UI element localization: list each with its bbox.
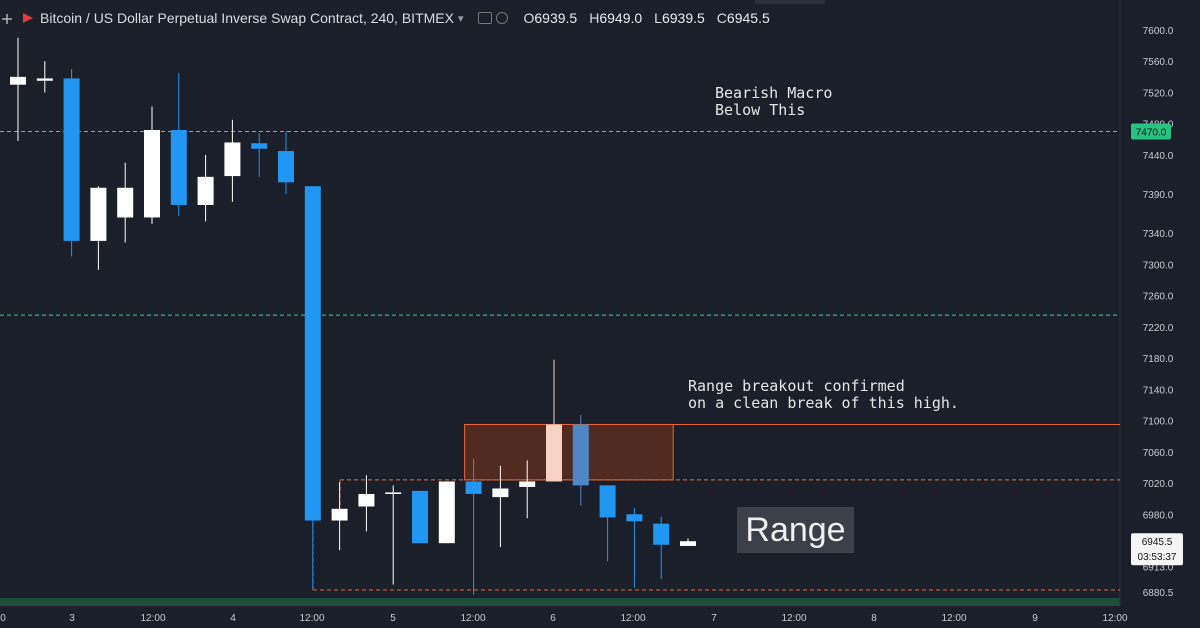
candle-body xyxy=(304,186,321,521)
level-7470-label: 7470.0 xyxy=(1136,128,1167,139)
bitmex-logo-icon xyxy=(23,13,33,23)
low-label: L xyxy=(654,10,662,26)
last-price-label-bg xyxy=(1131,533,1183,566)
candle-body xyxy=(465,481,482,494)
x-tick-label: 7 xyxy=(711,613,717,624)
y-tick-label: 7390.0 xyxy=(1143,190,1174,201)
candle-body xyxy=(278,151,294,183)
y-tick-label: 7220.0 xyxy=(1143,323,1174,334)
candle-body xyxy=(358,493,375,507)
candle-body xyxy=(385,492,402,494)
candle-body xyxy=(144,129,160,218)
y-tick-label: 6913.0 xyxy=(1143,563,1174,574)
candle-body xyxy=(224,142,241,177)
symbol-title[interactable]: Bitcoin / US Dollar Perpetual Inverse Sw… xyxy=(40,10,454,26)
x-tick-label: 12:00 xyxy=(941,613,966,624)
close-icon[interactable] xyxy=(755,0,825,4)
settings-icon[interactable] xyxy=(495,12,508,24)
x-tick-label: 12:00 xyxy=(460,613,485,624)
bearish-macro-note[interactable]: Bearish Macro Below This xyxy=(715,84,833,119)
candle-body xyxy=(438,481,455,544)
candle-body xyxy=(626,514,643,522)
y-tick-label: 6980.0 xyxy=(1143,510,1174,521)
candle-body xyxy=(170,129,187,205)
candle-body xyxy=(251,143,268,149)
countdown-label: 03:53:37 xyxy=(1138,552,1177,563)
y-tick-label: 6880.5 xyxy=(1143,588,1174,599)
x-tick-label: 5 xyxy=(390,613,396,624)
candle-body xyxy=(117,187,134,218)
close-label: C xyxy=(716,10,727,26)
x-tick-label: 12:00 xyxy=(781,613,806,624)
candle-body xyxy=(36,78,53,81)
low-value: 6939.5 xyxy=(661,10,705,26)
candle-body xyxy=(572,424,589,486)
x-tick-label: 12:00 xyxy=(140,613,165,624)
y-tick-label: 7020.0 xyxy=(1143,479,1174,490)
y-tick-label: 7260.0 xyxy=(1143,292,1174,303)
range-breakout-note[interactable]: Range breakout confirmed on a clean brea… xyxy=(688,377,959,412)
candle-body xyxy=(412,490,428,544)
y-tick-label: 7140.0 xyxy=(1143,385,1174,396)
last-price-label: 6945.5 xyxy=(1142,537,1173,548)
candle-body xyxy=(680,541,696,546)
x-tick-label: 3 xyxy=(69,613,75,624)
y-tick-label: 7060.0 xyxy=(1143,448,1174,459)
range-high-zone xyxy=(464,423,674,481)
x-tick-label: 8 xyxy=(871,613,877,624)
high-value: 6949.0 xyxy=(599,10,643,26)
x-tick-label: 6 xyxy=(550,613,556,624)
candle-body xyxy=(197,176,214,205)
y-tick-label: 7340.0 xyxy=(1143,229,1174,240)
y-tick-label: 7100.0 xyxy=(1143,417,1174,428)
chart-header: Bitcoin / US Dollar Perpetual Inverse Sw… xyxy=(22,0,1142,36)
eye-icon[interactable] xyxy=(477,12,492,24)
open-label: O xyxy=(523,10,535,26)
candle-body xyxy=(90,187,107,241)
candle-body xyxy=(492,488,509,498)
x-tick-label: 12:00 xyxy=(299,613,324,624)
candle-body xyxy=(519,481,536,487)
candle-body xyxy=(653,523,670,545)
y-tick-label: 7600.0 xyxy=(1143,26,1174,37)
y-tick-label: 7520.0 xyxy=(1143,88,1174,99)
candle-body xyxy=(10,76,26,85)
x-tick-label: 12:00 xyxy=(1102,613,1127,624)
bottom-band xyxy=(0,598,1120,606)
candle-body xyxy=(331,508,348,521)
y-tick-label: 7560.0 xyxy=(1143,57,1174,68)
y-axis-panel xyxy=(1120,0,1200,628)
x-tick-label: 12:00 xyxy=(620,613,645,624)
candle-body xyxy=(599,485,616,518)
x-tick-label: 0 xyxy=(0,613,6,624)
level-7470-label-bg xyxy=(1131,123,1171,140)
range-label[interactable]: Range xyxy=(737,507,854,553)
y-tick-label: 7180.0 xyxy=(1143,354,1174,365)
y-tick-label: 7300.0 xyxy=(1143,260,1174,271)
candle-body xyxy=(546,424,562,482)
candle-body xyxy=(63,78,80,241)
plus-icon[interactable] xyxy=(2,14,12,24)
y-tick-label: 7440.0 xyxy=(1143,151,1174,162)
caret-down-icon[interactable]: ▾ xyxy=(457,12,464,25)
high-label: H xyxy=(589,10,600,26)
x-tick-label: 4 xyxy=(230,613,236,624)
x-tick-label: 9 xyxy=(1032,613,1038,624)
open-value: 6939.5 xyxy=(534,10,578,26)
close-value: 6945.5 xyxy=(726,10,770,26)
